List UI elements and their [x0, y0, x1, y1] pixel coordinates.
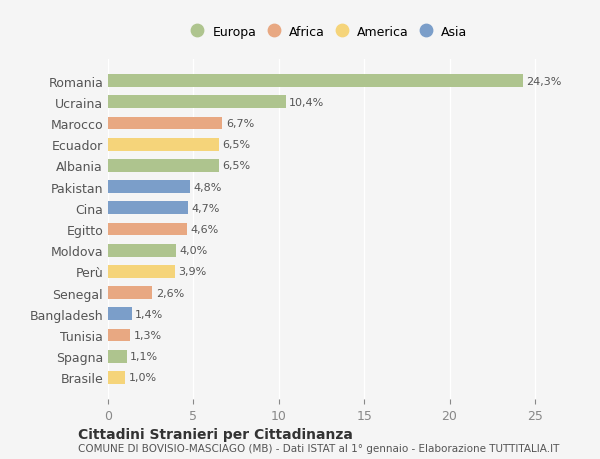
Bar	[108, 329, 130, 341]
Text: 1,3%: 1,3%	[134, 330, 162, 340]
Text: 4,0%: 4,0%	[180, 246, 208, 256]
Text: 24,3%: 24,3%	[526, 77, 562, 86]
Text: 6,5%: 6,5%	[223, 140, 251, 150]
Bar	[108, 75, 523, 88]
Bar	[108, 139, 219, 151]
Text: 3,9%: 3,9%	[178, 267, 206, 277]
Text: 1,0%: 1,0%	[128, 373, 157, 382]
Bar	[108, 96, 286, 109]
Bar	[108, 181, 190, 194]
Text: Cittadini Stranieri per Cittadinanza: Cittadini Stranieri per Cittadinanza	[78, 427, 353, 442]
Text: 6,5%: 6,5%	[223, 161, 251, 171]
Bar	[108, 308, 132, 320]
Text: 4,8%: 4,8%	[193, 182, 222, 192]
Bar	[108, 118, 223, 130]
Bar	[108, 350, 127, 363]
Bar	[108, 160, 219, 173]
Text: 10,4%: 10,4%	[289, 98, 324, 107]
Text: 2,6%: 2,6%	[156, 288, 184, 298]
Bar	[108, 265, 175, 278]
Text: COMUNE DI BOVISIO-MASCIAGO (MB) - Dati ISTAT al 1° gennaio - Elaborazione TUTTIT: COMUNE DI BOVISIO-MASCIAGO (MB) - Dati I…	[78, 443, 559, 453]
Bar	[108, 371, 125, 384]
Text: 4,7%: 4,7%	[191, 203, 220, 213]
Bar	[108, 202, 188, 215]
Legend: Europa, Africa, America, Asia: Europa, Africa, America, Asia	[188, 22, 472, 42]
Bar	[108, 223, 187, 236]
Text: 1,1%: 1,1%	[130, 352, 158, 361]
Bar	[108, 286, 152, 299]
Text: 1,4%: 1,4%	[136, 309, 164, 319]
Text: 4,6%: 4,6%	[190, 224, 218, 235]
Bar	[108, 244, 176, 257]
Text: 6,7%: 6,7%	[226, 119, 254, 129]
